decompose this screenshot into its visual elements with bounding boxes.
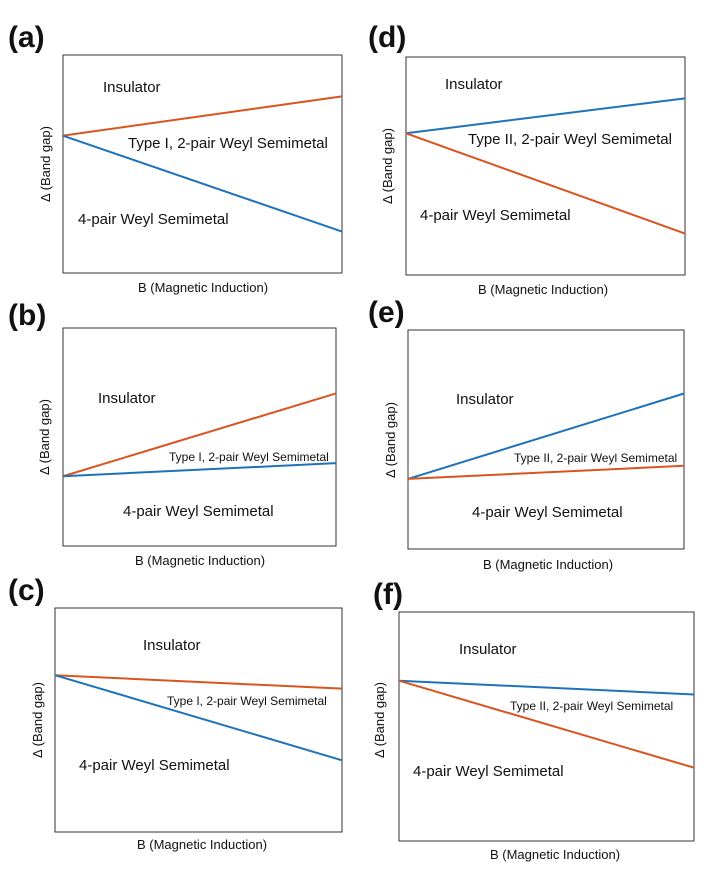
x-axis-label: B (Magnetic Induction) (478, 282, 608, 297)
panel-label: (d) (368, 21, 406, 54)
plot-frame (62, 54, 343, 274)
two-pair-weyl-region-label: Type I, 2-pair Weyl Semimetal (169, 450, 329, 464)
upper-boundary-line (405, 97, 686, 135)
panel-d: (d) Insulator Type II, 2-pair Weyl Semim… (368, 21, 686, 297)
y-axis-label: Δ (Band gap) (30, 682, 45, 758)
insulator-region-label: Insulator (445, 76, 503, 93)
x-axis-label: B (Magnetic Induction) (135, 553, 265, 568)
y-axis-label: Δ (Band gap) (37, 399, 52, 475)
panel-a: (a) Insulator Type I, 2-pair Weyl Semime… (8, 21, 343, 295)
y-axis-label: Δ (Band gap) (372, 682, 387, 758)
panel-label: (c) (8, 574, 45, 607)
upper-boundary-line (62, 95, 343, 137)
four-pair-weyl-region-label: 4-pair Weyl Semimetal (123, 503, 274, 520)
lower-boundary-line (62, 134, 343, 233)
panel-label: (e) (368, 296, 405, 329)
four-pair-weyl-region-label: 4-pair Weyl Semimetal (413, 763, 564, 780)
panel-label: (a) (8, 21, 45, 54)
two-pair-weyl-region-label: Type II, 2-pair Weyl Semimetal (514, 451, 677, 465)
lower-boundary-line (54, 674, 343, 762)
plot-frame (407, 329, 685, 550)
x-axis-label: B (Magnetic Induction) (483, 557, 613, 572)
two-pair-weyl-region-label: Type II, 2-pair Weyl Semimetal (510, 699, 673, 713)
upper-boundary-line (398, 679, 695, 696)
four-pair-weyl-region-label: 4-pair Weyl Semimetal (79, 757, 230, 774)
upper-boundary-line (54, 674, 343, 690)
four-pair-weyl-region-label: 4-pair Weyl Semimetal (420, 207, 571, 224)
four-pair-weyl-region-label: 4-pair Weyl Semimetal (472, 504, 623, 521)
insulator-region-label: Insulator (143, 637, 201, 654)
y-axis-label: Δ (Band gap) (38, 126, 53, 202)
y-axis-label: Δ (Band gap) (380, 128, 395, 204)
plot-frame (62, 327, 337, 547)
plot-frame (398, 611, 695, 842)
x-axis-label: B (Magnetic Induction) (138, 280, 268, 295)
panel-f: (f) Insulator Type II, 2-pair Weyl Semim… (372, 578, 695, 862)
y-axis-label: Δ (Band gap) (383, 402, 398, 478)
lower-boundary-line (405, 132, 686, 235)
insulator-region-label: Insulator (103, 79, 161, 96)
four-pair-weyl-region-label: 4-pair Weyl Semimetal (78, 211, 229, 228)
upper-boundary-line (62, 392, 337, 478)
panel-b: (b) Insulator Type I, 2-pair Weyl Semime… (8, 299, 337, 568)
insulator-region-label: Insulator (456, 391, 514, 408)
panel-label: (b) (8, 299, 46, 332)
panel-label: (f) (373, 578, 403, 611)
insulator-region-label: Insulator (459, 641, 517, 658)
panel-c: (c) Insulator Type I, 2-pair Weyl Semime… (8, 574, 343, 852)
two-pair-weyl-region-label: Type II, 2-pair Weyl Semimetal (468, 131, 672, 148)
insulator-region-label: Insulator (98, 390, 156, 407)
lower-boundary-line (62, 462, 337, 478)
lower-boundary-line (398, 679, 695, 769)
lower-boundary-line (407, 464, 685, 480)
upper-boundary-line (407, 392, 685, 480)
x-axis-label: B (Magnetic Induction) (490, 847, 620, 862)
panel-e: (e) Insulator Type II, 2-pair Weyl Semim… (368, 296, 685, 572)
plot-frame (54, 607, 343, 833)
two-pair-weyl-region-label: Type I, 2-pair Weyl Semimetal (167, 694, 327, 708)
plot-frame (405, 56, 686, 276)
x-axis-label: B (Magnetic Induction) (137, 837, 267, 852)
two-pair-weyl-region-label: Type I, 2-pair Weyl Semimetal (128, 135, 328, 152)
